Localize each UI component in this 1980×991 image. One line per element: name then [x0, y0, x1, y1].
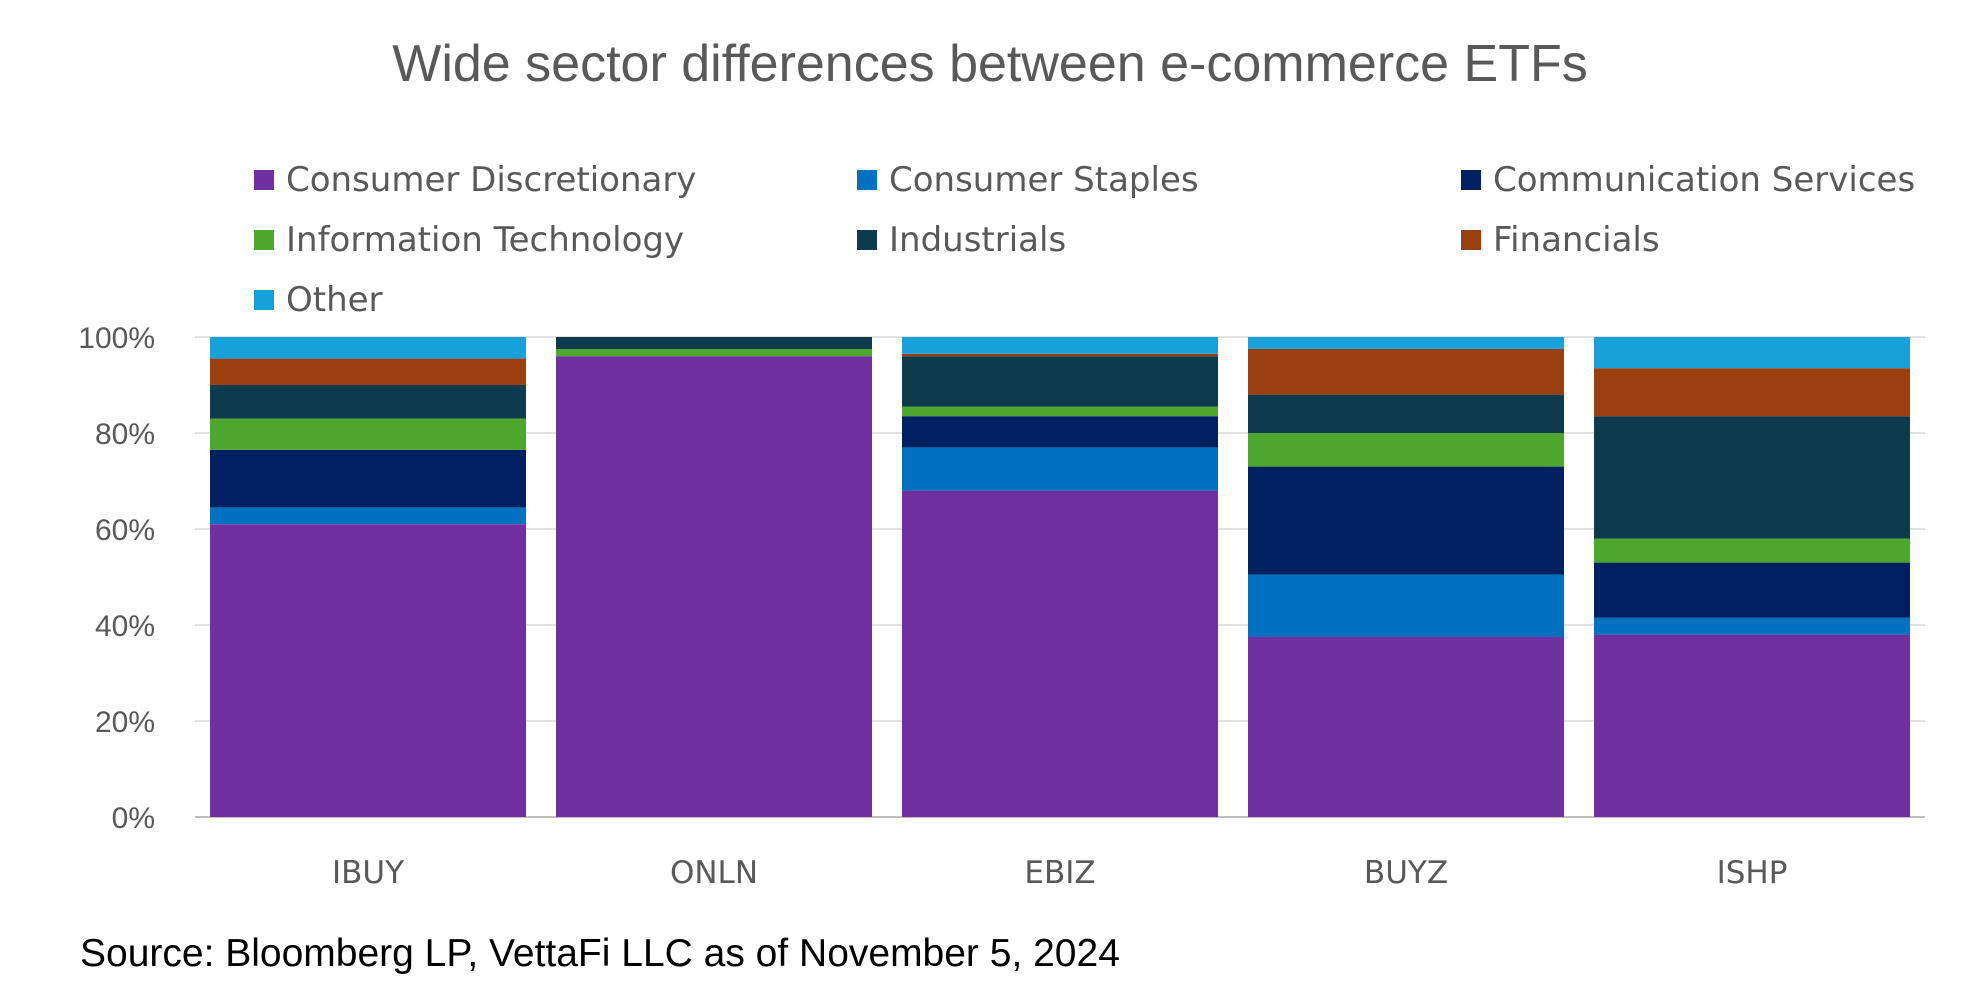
bar-segment — [1594, 538, 1910, 563]
x-tick-label: IBUY — [332, 855, 404, 891]
legend-label: Consumer Staples — [889, 160, 1199, 200]
legend-swatch — [1461, 170, 1481, 190]
x-tick-label: ONLN — [670, 855, 758, 891]
bar-segment — [556, 356, 872, 817]
legend-item: Financials — [1461, 210, 1660, 270]
bar-segment — [210, 337, 526, 359]
legend-swatch — [857, 170, 877, 190]
x-tick-label: BUYZ — [1364, 855, 1448, 891]
bar-segment — [902, 353, 1218, 357]
legend-item: Consumer Staples — [857, 150, 1199, 210]
bar-segment — [1248, 394, 1564, 433]
x-tick-label: ISHP — [1717, 855, 1788, 891]
bar-segment — [210, 507, 526, 525]
y-tick-label: 60% — [95, 514, 155, 547]
bar-segment — [902, 490, 1218, 817]
bar-segment — [1594, 634, 1910, 817]
y-tick-label: 80% — [95, 418, 155, 451]
legend-item: Communication Services — [1461, 150, 1915, 210]
bar-segment — [1594, 368, 1910, 417]
legend-label: Financials — [1493, 220, 1660, 260]
source-note: Source: Bloomberg LP, VettaFi LLC as of … — [80, 932, 1120, 975]
bar-segment — [1248, 574, 1564, 637]
bar-segment — [556, 337, 872, 349]
legend-item: Consumer Discretionary — [254, 150, 696, 210]
legend-swatch — [254, 290, 274, 310]
legend-label: Other — [286, 280, 383, 320]
x-tick-label: EBIZ — [1024, 855, 1095, 891]
bar-segment — [210, 385, 526, 419]
y-tick-label: 0% — [112, 802, 155, 835]
legend-swatch — [857, 230, 877, 250]
bar-segment — [1594, 416, 1910, 539]
legend-swatch — [254, 230, 274, 250]
bar-segment — [210, 449, 526, 508]
bar-segment — [1594, 617, 1910, 635]
bar-segment — [1594, 562, 1910, 618]
bar-segment — [210, 358, 526, 385]
legend-item: Industrials — [857, 210, 1066, 270]
chart-title: Wide sector differences between e-commer… — [392, 35, 1588, 93]
y-tick-label: 40% — [95, 610, 155, 643]
bar-segment — [210, 418, 526, 450]
legend-label: Consumer Discretionary — [286, 160, 697, 200]
bar-segment — [1594, 337, 1910, 369]
y-tick-label: 100% — [78, 322, 155, 355]
bar-segment — [556, 349, 872, 357]
bar-segment — [902, 447, 1218, 491]
legend: Consumer Discretionary Consumer Staples Co… — [254, 150, 1954, 330]
bar-segment — [1248, 637, 1564, 817]
bar-segment — [902, 406, 1218, 417]
legend-swatch — [1461, 230, 1481, 250]
legend-label: Communication Services — [1493, 160, 1916, 200]
legend-item: Other — [254, 270, 383, 330]
legend-label: Industrials — [889, 220, 1067, 260]
bar-segment — [902, 356, 1218, 407]
bar-segment — [902, 416, 1218, 448]
bar-segment — [1248, 349, 1564, 395]
bar-segment — [1248, 466, 1564, 575]
legend-swatch — [254, 170, 274, 190]
bar-segment — [902, 337, 1218, 354]
legend-label: Information Technology — [286, 220, 685, 260]
legend-item: Information Technology — [254, 210, 684, 270]
bar-segment — [1248, 433, 1564, 467]
y-tick-label: 20% — [95, 706, 155, 739]
bar-segment — [210, 524, 526, 817]
bar-segment — [1248, 337, 1564, 349]
